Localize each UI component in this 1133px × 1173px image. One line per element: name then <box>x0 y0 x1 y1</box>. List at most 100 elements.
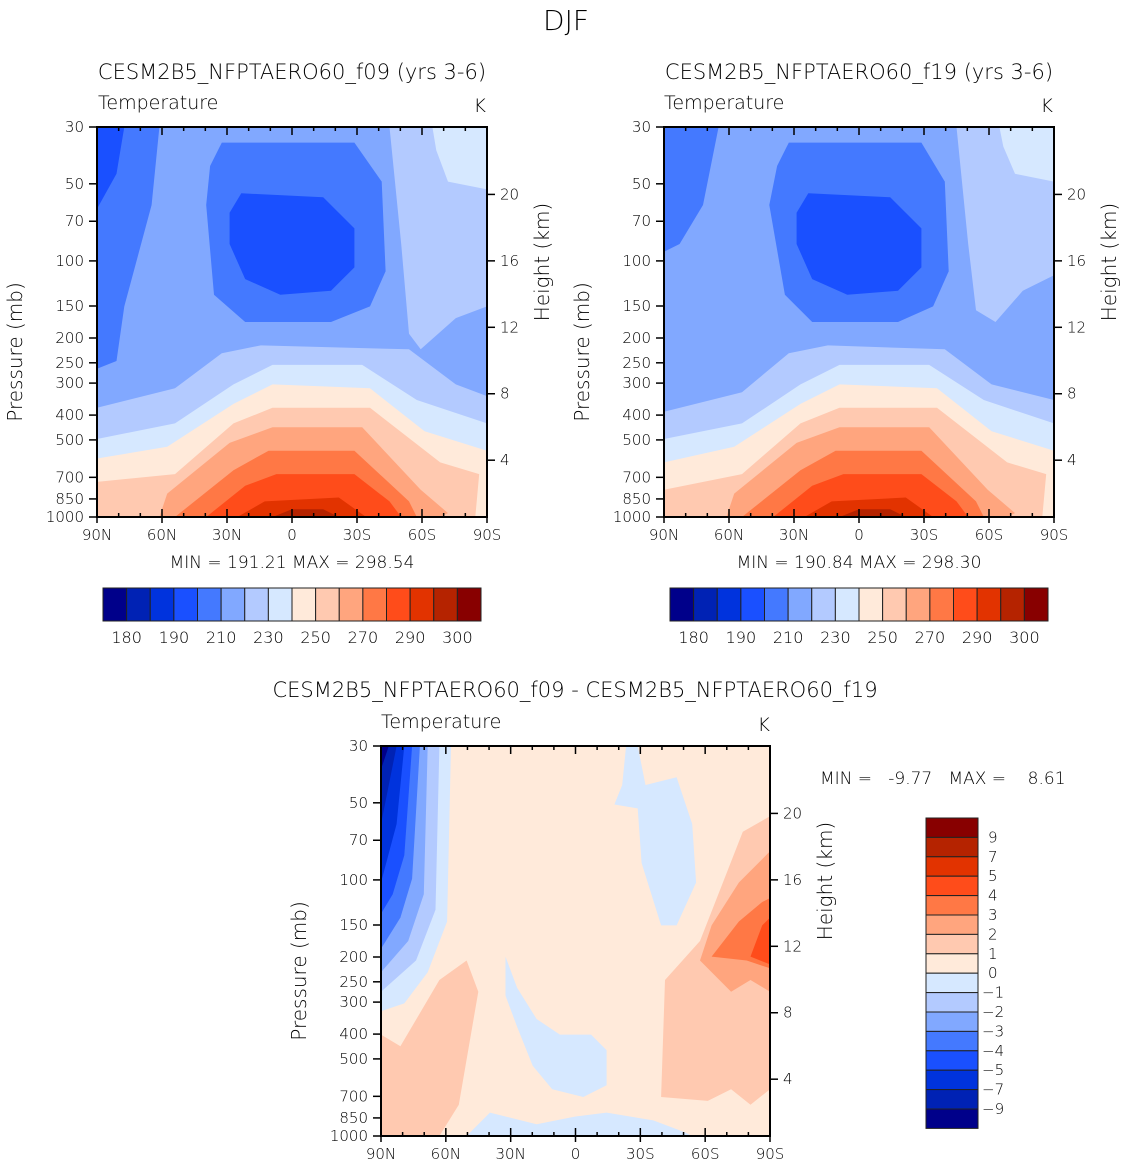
y-tick-label: 300 <box>55 374 84 392</box>
contour-region <box>97 127 125 209</box>
y-tick-label: 500 <box>339 1050 368 1068</box>
y-tick-label: 30 <box>65 118 84 136</box>
x-tick-label: 0 <box>854 526 864 544</box>
x-tick-label: 60S <box>975 526 1004 544</box>
colorbar-swatch <box>433 587 458 622</box>
y-tick-label: 200 <box>622 329 651 347</box>
colorbar-swatch <box>925 914 979 935</box>
y-right-tick-label: 20 <box>1067 185 1086 203</box>
colorbar-swatch <box>764 587 789 622</box>
colorbar-label: 7 <box>988 848 998 866</box>
y-tick-label: 100 <box>622 252 651 270</box>
colorbar-label: 2 <box>988 925 998 943</box>
x-tick-label: 30S <box>626 1145 655 1163</box>
colorbar-swatch <box>740 587 765 622</box>
colorbar-label: 5 <box>988 867 998 885</box>
y-tick-label: 100 <box>55 252 84 270</box>
x-tick-label: 90S <box>756 1145 785 1163</box>
colorbar-label: 250 <box>867 628 898 647</box>
y-tick-label: 700 <box>55 468 84 486</box>
contour-region <box>381 960 479 1136</box>
colorbar-swatch <box>126 587 151 622</box>
x-tick-label: 30S <box>910 526 939 544</box>
contour-region <box>664 127 719 252</box>
colorbar-swatch <box>925 992 979 1013</box>
colorbar-label: −2 <box>982 1003 1004 1021</box>
colorbar-swatch <box>925 1108 979 1129</box>
contour-plot: 90N 60N 30N 0 30S 60S 90S 30 50 70 100 150 200 250 300… <box>287 737 837 1163</box>
colorbar-swatch <box>925 972 979 994</box>
panel-f19: CESM2B5_NFPTAERO60_f19 (yrs 3-6) Tempera… <box>570 60 1121 647</box>
x-tick-label: 30N <box>212 526 242 544</box>
colorbar: 180 190 210 230 250 270 290 300 <box>102 587 482 647</box>
y-right-tick-label: 4 <box>500 451 510 469</box>
contour-fills <box>97 127 487 517</box>
y-tick-label: 50 <box>349 794 368 812</box>
y-tick-label: 250 <box>339 973 368 991</box>
y-tick-label: 150 <box>55 297 84 315</box>
colorbar-swatch <box>220 587 246 622</box>
colorbar-label: −4 <box>982 1042 1004 1060</box>
min-max-stats: MIN = -9.77 MAX = 8.61 <box>820 769 1066 789</box>
y-tick-label: 250 <box>55 354 84 372</box>
y-tick-label: 30 <box>632 118 651 136</box>
contour-region <box>206 474 402 517</box>
contour-region <box>773 474 969 517</box>
colorbar-swatch <box>929 587 954 622</box>
x-tick-label: 30N <box>779 526 809 544</box>
colorbar-swatch <box>925 1089 979 1110</box>
panel-title: CESM2B5_NFPTAERO60_f09 (yrs 3-6) <box>98 60 486 84</box>
contour-region <box>466 1112 693 1136</box>
colorbar-swatch <box>267 587 293 622</box>
colorbar-label: 180 <box>111 628 142 647</box>
x-tick-label: 90N <box>82 526 112 544</box>
units-label: K <box>474 95 487 117</box>
colorbar-swatch <box>976 587 1002 622</box>
variable-label: Temperature <box>98 92 218 114</box>
colorbar-swatch <box>882 587 907 622</box>
colorbar-label: 230 <box>820 628 851 647</box>
colorbar-swatch <box>953 587 978 622</box>
x-tick-label: 60N <box>431 1145 461 1163</box>
panel-title: CESM2B5_NFPTAERO60_f19 (yrs 3-6) <box>665 60 1053 84</box>
colorbar-swatch <box>456 587 482 622</box>
panel-title: CESM2B5_NFPTAERO60_f09 - CESM2B5_NFPTAER… <box>272 678 877 702</box>
y-tick-label: 250 <box>622 354 651 372</box>
page-title: DJF <box>543 4 589 37</box>
colorbar-label: 3 <box>988 906 998 924</box>
y-tick-label: 150 <box>339 916 368 934</box>
colorbar: 9 75 432 10 −1−2−3 −4−5 −7−9 <box>925 817 1004 1129</box>
contour-region <box>97 127 160 369</box>
y-tick-label: 300 <box>339 993 368 1011</box>
y-right-tick-label: 4 <box>1067 451 1077 469</box>
y-tick-label: 70 <box>349 831 368 849</box>
colorbar-label: −7 <box>982 1081 1004 1099</box>
y-tick-label: 850 <box>55 490 84 508</box>
panel-difference: CESM2B5_NFPTAERO60_f09 - CESM2B5_NFPTAER… <box>272 678 1065 1163</box>
y-tick-label: 150 <box>622 297 651 315</box>
y-tick-label: 1000 <box>613 508 651 526</box>
x-tick-label: 0 <box>287 526 297 544</box>
x-tick-label: 60N <box>714 526 744 544</box>
colorbar-swatch <box>669 587 695 622</box>
y-tick-label: 200 <box>339 948 368 966</box>
colorbar-label: −9 <box>982 1100 1004 1118</box>
y-tick-label: 70 <box>632 212 651 230</box>
y-tick-label: 200 <box>55 329 84 347</box>
colorbar-swatch <box>1023 587 1049 622</box>
colorbar-swatch <box>925 933 979 955</box>
units-label: K <box>1041 95 1054 117</box>
contour-plot: 90N 60N 30N 0 30S 60S 90S 30 50 70 100 150 200 250 300… <box>3 118 554 544</box>
colorbar-swatch <box>925 856 979 877</box>
colorbar-swatch <box>409 587 435 622</box>
y-right-tick-label: 12 <box>500 318 519 336</box>
y-tick-label: 700 <box>622 468 651 486</box>
x-tick-label: 60N <box>147 526 177 544</box>
y-tick-label: 850 <box>622 490 651 508</box>
contour-plot: 90N 60N 30N 0 30S 60S 90S 30 50 70 100 150 200 250 300… <box>570 118 1121 544</box>
contour-region <box>804 497 934 517</box>
units-label: K <box>758 714 771 736</box>
colorbar-swatch <box>291 587 317 622</box>
y-axis-label: Pressure (mb) <box>570 282 594 422</box>
